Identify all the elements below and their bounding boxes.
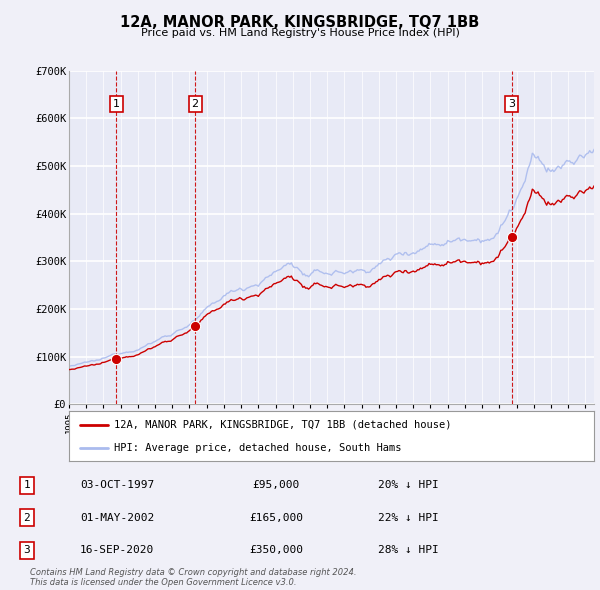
Point: [190, 321, 200, 330]
Text: £95,000: £95,000: [253, 480, 299, 490]
Text: This data is licensed under the Open Government Licence v3.0.: This data is licensed under the Open Gov…: [30, 578, 296, 587]
Text: HPI: Average price, detached house, South Hams: HPI: Average price, detached house, Sout…: [113, 443, 401, 453]
Text: 2: 2: [23, 513, 31, 523]
Text: 28% ↓ HPI: 28% ↓ HPI: [377, 545, 439, 555]
Text: £165,000: £165,000: [249, 513, 303, 523]
Point: [507, 233, 517, 242]
Text: 01-MAY-2002: 01-MAY-2002: [80, 513, 154, 523]
Text: 03-OCT-1997: 03-OCT-1997: [80, 480, 154, 490]
Text: 1: 1: [23, 480, 31, 490]
Text: 16-SEP-2020: 16-SEP-2020: [80, 545, 154, 555]
Text: £350,000: £350,000: [249, 545, 303, 555]
Text: 20% ↓ HPI: 20% ↓ HPI: [377, 480, 439, 490]
Text: Contains HM Land Registry data © Crown copyright and database right 2024.: Contains HM Land Registry data © Crown c…: [30, 568, 356, 577]
Text: 1: 1: [113, 99, 120, 109]
Text: Price paid vs. HM Land Registry's House Price Index (HPI): Price paid vs. HM Land Registry's House …: [140, 28, 460, 38]
Text: 12A, MANOR PARK, KINGSBRIDGE, TQ7 1BB (detached house): 12A, MANOR PARK, KINGSBRIDGE, TQ7 1BB (d…: [113, 419, 451, 430]
Text: 3: 3: [508, 99, 515, 109]
Point: [112, 354, 121, 363]
Text: 22% ↓ HPI: 22% ↓ HPI: [377, 513, 439, 523]
Text: 12A, MANOR PARK, KINGSBRIDGE, TQ7 1BB: 12A, MANOR PARK, KINGSBRIDGE, TQ7 1BB: [121, 15, 479, 30]
Text: 2: 2: [191, 99, 199, 109]
Text: 3: 3: [23, 545, 31, 555]
